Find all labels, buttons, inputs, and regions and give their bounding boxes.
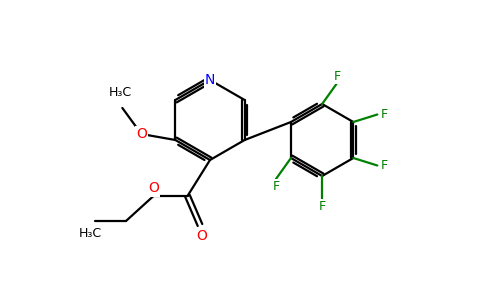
Text: F: F: [318, 200, 326, 212]
Text: N: N: [205, 73, 215, 87]
Text: H₃C: H₃C: [108, 86, 132, 100]
Text: F: F: [272, 179, 280, 193]
Text: O: O: [136, 127, 147, 141]
Text: F: F: [381, 159, 388, 172]
Text: O: O: [197, 229, 208, 243]
Text: F: F: [381, 108, 388, 121]
Text: F: F: [333, 70, 341, 83]
Text: H₃C: H₃C: [78, 227, 102, 240]
Text: O: O: [148, 182, 159, 196]
